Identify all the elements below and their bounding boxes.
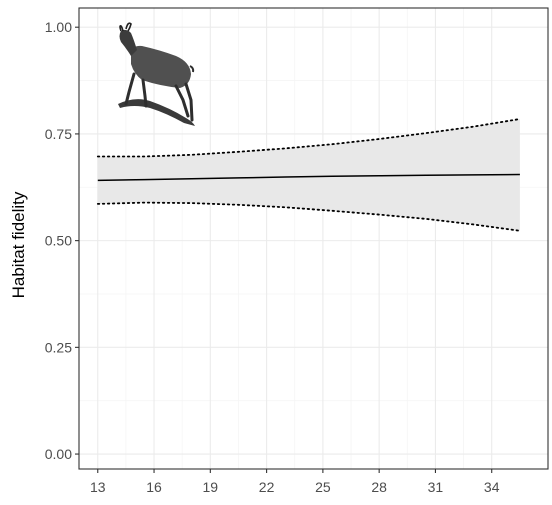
series-lines — [96, 118, 521, 232]
x-tick-label: 19 — [203, 479, 219, 495]
x-tick-label: 25 — [315, 479, 331, 495]
series-upper-bound — [96, 118, 521, 158]
y-tick-label: 0.50 — [45, 233, 72, 249]
x-axis: 13 16 19 22 25 28 31 34 — [90, 469, 500, 495]
series-lower-bound — [96, 201, 521, 232]
y-tick-label: 0.00 — [45, 446, 72, 462]
y-tick-label: 0.25 — [45, 339, 72, 355]
x-tick-label: 28 — [371, 479, 387, 495]
y-tick-label: 0.75 — [45, 126, 72, 142]
x-tick-label: 13 — [90, 479, 106, 495]
x-tick-label: 16 — [146, 479, 162, 495]
y-axis-title: Habitat fidelity — [9, 191, 28, 298]
x-tick-label: 22 — [259, 479, 275, 495]
x-tick-label: 34 — [484, 479, 500, 495]
y-axis: 0.00 0.25 0.50 0.75 1.00 — [45, 19, 79, 462]
x-tick-label: 31 — [428, 479, 444, 495]
y-tick-label: 1.00 — [45, 19, 72, 35]
series-fit — [97, 173, 520, 182]
chamois-icon — [118, 22, 195, 126]
panel-border — [78, 7, 549, 470]
